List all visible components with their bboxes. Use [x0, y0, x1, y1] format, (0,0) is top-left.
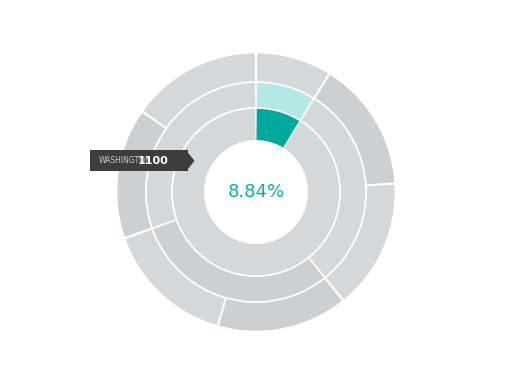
Polygon shape	[187, 152, 194, 169]
Polygon shape	[143, 53, 255, 127]
FancyBboxPatch shape	[90, 151, 188, 171]
Polygon shape	[257, 83, 313, 119]
Polygon shape	[125, 230, 225, 325]
Polygon shape	[302, 100, 365, 276]
Polygon shape	[173, 109, 339, 275]
Polygon shape	[257, 53, 328, 97]
Polygon shape	[147, 83, 255, 227]
Polygon shape	[257, 109, 299, 147]
Text: WASHINGTON: WASHINGTON	[98, 156, 151, 165]
Polygon shape	[154, 221, 324, 301]
Polygon shape	[117, 113, 165, 237]
Polygon shape	[315, 75, 394, 184]
Text: 8.84%: 8.84%	[227, 183, 285, 201]
Text: 1100: 1100	[138, 156, 169, 166]
Polygon shape	[219, 279, 342, 331]
Polygon shape	[326, 185, 395, 299]
